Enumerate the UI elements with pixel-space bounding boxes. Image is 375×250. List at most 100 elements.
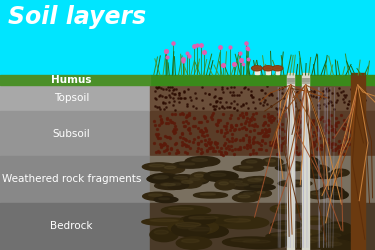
Ellipse shape [320,240,354,250]
Bar [255,69,259,74]
Text: Topsoil: Topsoil [54,93,89,103]
Ellipse shape [327,190,348,199]
Ellipse shape [319,186,344,196]
Ellipse shape [257,191,265,194]
Ellipse shape [302,158,320,167]
Bar [0,85,150,111]
Ellipse shape [239,166,253,168]
Ellipse shape [168,175,198,184]
Ellipse shape [266,232,304,240]
Ellipse shape [309,237,326,240]
Ellipse shape [167,181,189,189]
Ellipse shape [313,174,328,176]
Ellipse shape [281,164,312,170]
Ellipse shape [235,238,289,249]
Ellipse shape [147,175,177,183]
Ellipse shape [264,66,272,70]
Ellipse shape [322,233,341,237]
Ellipse shape [243,240,270,243]
Ellipse shape [222,237,280,247]
Ellipse shape [148,194,162,196]
Ellipse shape [174,176,188,179]
Text: Subsoil: Subsoil [53,129,90,139]
Ellipse shape [224,219,251,222]
Ellipse shape [304,235,338,247]
Ellipse shape [312,192,322,195]
Ellipse shape [190,172,210,182]
Ellipse shape [335,170,343,173]
Ellipse shape [161,184,176,186]
Ellipse shape [164,184,175,186]
Ellipse shape [173,162,207,168]
Ellipse shape [235,184,248,186]
Ellipse shape [150,220,178,222]
Ellipse shape [154,182,187,190]
Ellipse shape [278,180,312,187]
Ellipse shape [161,206,210,215]
Ellipse shape [185,176,209,184]
Ellipse shape [255,178,263,180]
Bar [0,111,150,156]
Ellipse shape [231,239,260,242]
Ellipse shape [148,174,180,184]
Ellipse shape [262,158,283,166]
Ellipse shape [254,190,272,197]
Ellipse shape [272,66,283,71]
Ellipse shape [306,165,329,173]
Ellipse shape [177,224,196,229]
Ellipse shape [307,191,330,199]
Ellipse shape [301,216,331,224]
Ellipse shape [252,66,262,71]
Ellipse shape [154,230,168,234]
Ellipse shape [251,176,270,184]
Bar [0,156,150,202]
Ellipse shape [325,242,342,246]
Ellipse shape [244,184,275,190]
Ellipse shape [142,218,198,226]
Ellipse shape [154,197,178,202]
Bar [266,69,270,74]
Ellipse shape [233,165,264,171]
Ellipse shape [189,178,200,180]
Ellipse shape [154,176,168,179]
Ellipse shape [169,208,194,210]
Ellipse shape [275,165,299,171]
Ellipse shape [184,215,215,224]
Ellipse shape [324,188,335,192]
Ellipse shape [177,179,202,188]
Ellipse shape [200,194,216,195]
Bar [0,75,150,85]
Bar [287,72,294,250]
Ellipse shape [189,216,218,219]
Bar [150,75,375,85]
Ellipse shape [159,164,184,173]
Ellipse shape [192,158,207,162]
Ellipse shape [273,66,282,70]
Ellipse shape [182,180,193,184]
Bar [150,75,375,85]
Ellipse shape [181,215,238,224]
Ellipse shape [159,198,170,200]
Ellipse shape [305,160,313,162]
Ellipse shape [172,222,209,237]
Ellipse shape [251,186,264,187]
Ellipse shape [331,169,349,176]
Ellipse shape [230,180,243,183]
Ellipse shape [305,218,320,220]
Ellipse shape [182,225,228,238]
Ellipse shape [285,182,300,184]
Ellipse shape [185,156,220,166]
Bar [150,202,375,250]
Ellipse shape [331,192,341,195]
Ellipse shape [204,171,238,181]
Ellipse shape [263,66,273,71]
Ellipse shape [215,180,236,190]
Ellipse shape [266,160,275,162]
Ellipse shape [306,173,340,178]
Ellipse shape [276,230,330,244]
Ellipse shape [276,206,294,208]
Bar [0,0,375,75]
Ellipse shape [248,178,262,182]
Ellipse shape [219,182,228,185]
Ellipse shape [224,179,253,187]
